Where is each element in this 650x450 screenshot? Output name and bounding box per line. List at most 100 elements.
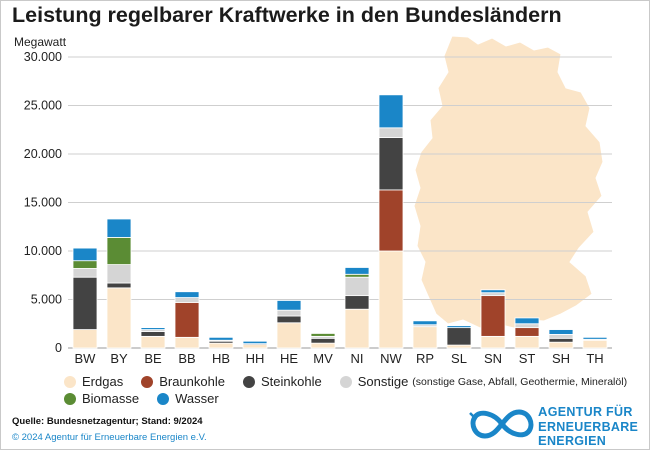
bar-sn-erdgas <box>480 335 506 349</box>
bar-stack-ni <box>344 267 370 349</box>
y-tick-label: 20.000 <box>24 147 62 161</box>
brand-line-2: ERNEUERBARE <box>538 418 639 434</box>
bar-sn-sonstige <box>480 292 506 297</box>
legend-label: Erdgas <box>82 374 124 389</box>
bar-th-wasser <box>582 336 608 340</box>
bar-bb-erdgas <box>174 336 200 349</box>
x-tick-label: RP <box>416 351 434 366</box>
legend-dot-sonstige <box>339 375 352 388</box>
bar-hb-erdgas <box>208 342 234 349</box>
x-tick-label: BE <box>144 351 162 366</box>
bar-stack-nw <box>378 94 404 349</box>
bar-stack-hb <box>208 336 234 349</box>
bar-sh-wasser <box>548 329 574 335</box>
y-axis-ticks: 0 5.000 10.000 15.000 20.000 25.000 30.000 <box>24 50 62 355</box>
legend-item-erdgas: Erdgas <box>64 374 123 389</box>
bar-stack-st <box>514 317 540 349</box>
legend-item-sonstige: Sonstige (sonstige Gase, Abfall, Geother… <box>339 374 628 389</box>
bar-hb-wasser <box>208 336 234 341</box>
legend-item-wasser: Wasser <box>157 391 219 406</box>
bar-be-steinkohle <box>140 331 166 337</box>
bar-nw-steinkohle <box>378 137 404 191</box>
x-tick-label: SL <box>451 351 467 366</box>
bar-by-sonstige <box>106 264 132 284</box>
y-axis-unit: Megawatt <box>14 35 67 49</box>
x-tick-label: NW <box>380 351 402 366</box>
legend-label: Sonstige <box>357 374 409 389</box>
bar-st-erdgas <box>514 335 540 349</box>
bar-he-erdgas <box>276 322 302 349</box>
infinity-logo-icon <box>469 409 534 439</box>
y-tick-label: 10.000 <box>24 244 62 258</box>
bars <box>72 94 608 349</box>
bar-stack-sn <box>480 289 506 349</box>
bar-bb-wasser <box>174 291 200 298</box>
legend-item-steinkohle: Steinkohle <box>242 374 322 389</box>
bar-st-wasser <box>514 317 540 325</box>
legend-row-2: Biomasse Wasser <box>64 390 634 407</box>
bar-nw-wasser <box>378 94 404 129</box>
legend-label: Braunkohle <box>159 374 225 389</box>
bar-st-braunkohle <box>514 327 540 337</box>
brand-line-1: AGENTUR FÜR <box>538 404 633 419</box>
bar-ni-biomasse <box>344 273 370 278</box>
chart-title: Leistung regelbarer Kraftwerke in den Bu… <box>12 3 562 27</box>
bar-hh-wasser <box>242 340 268 345</box>
bar-th-erdgas <box>582 339 608 349</box>
bar-nw-erdgas <box>378 250 404 349</box>
y-tick-label: 0 <box>55 341 62 355</box>
legend-dot-braunkohle <box>141 375 154 388</box>
bar-by-wasser <box>106 218 132 238</box>
bar-ni-sonstige <box>344 276 370 297</box>
y-tick-label: 30.000 <box>24 50 62 64</box>
legend-item-braunkohle: Braunkohle <box>141 374 225 389</box>
x-tick-label: SH <box>552 351 570 366</box>
source-note: Quelle: Bundesnetzagentur; Stand: 9/2024 <box>12 416 203 427</box>
bar-be-wasser <box>140 327 166 330</box>
bar-st-sonstige <box>514 323 540 329</box>
copyright-note: © 2024 Agentur für Erneuerbare Energien … <box>12 432 207 443</box>
x-tick-label: ST <box>519 351 536 366</box>
bar-stack-th <box>582 336 608 349</box>
bar-stack-sh <box>548 329 574 349</box>
bar-by-erdgas <box>106 287 132 349</box>
bar-he-wasser <box>276 300 302 311</box>
bar-sh-steinkohle <box>548 337 574 343</box>
bar-sh-sonstige <box>548 334 574 339</box>
bar-stack-mv <box>310 333 336 349</box>
legend-dot-wasser <box>157 392 170 405</box>
bar-nw-braunkohle <box>378 189 404 252</box>
bar-mv-biomasse <box>310 333 336 337</box>
bar-be-erdgas <box>140 335 166 349</box>
bar-sl-erdgas <box>446 344 472 349</box>
bar-stack-bb <box>174 291 200 349</box>
legend: Erdgas Braunkohle Steinkohle Sonstige (s… <box>64 373 634 407</box>
x-axis-ticks: BW BY BE BB HB HH HE MV NI NW RP SL SN ST SH TH <box>75 351 604 366</box>
legend-note: (sonstige Gase, Abfall, Geothermie, Mine… <box>412 375 628 388</box>
legend-item-biomasse: Biomasse <box>64 391 139 406</box>
legend-label: Wasser <box>175 391 219 406</box>
bar-sn-wasser <box>480 289 506 294</box>
bar-ni-steinkohle <box>344 295 370 310</box>
x-tick-label: SN <box>484 351 502 366</box>
bar-ni-erdgas <box>344 308 370 349</box>
x-tick-label: BY <box>110 351 128 366</box>
germany-map <box>413 35 604 329</box>
bar-sl-wasser <box>446 325 472 329</box>
bar-stack-by <box>106 218 132 349</box>
x-tick-label: BB <box>178 351 195 366</box>
bar-stack-bw <box>72 247 98 349</box>
x-tick-label: NI <box>351 351 364 366</box>
x-tick-label: HH <box>246 351 265 366</box>
bar-bb-braunkohle <box>174 302 200 338</box>
bar-ni-wasser <box>344 267 370 275</box>
x-tick-label: TH <box>586 351 603 366</box>
x-tick-label: HE <box>280 351 298 366</box>
bar-stack-sl <box>446 325 472 349</box>
bar-rp-erdgas <box>412 326 438 349</box>
bar-mv-erdgas <box>310 342 336 349</box>
bar-rp-wasser <box>412 320 438 326</box>
brand-line-3: ENERGIEN <box>538 433 607 448</box>
legend-dot-steinkohle <box>242 375 255 388</box>
